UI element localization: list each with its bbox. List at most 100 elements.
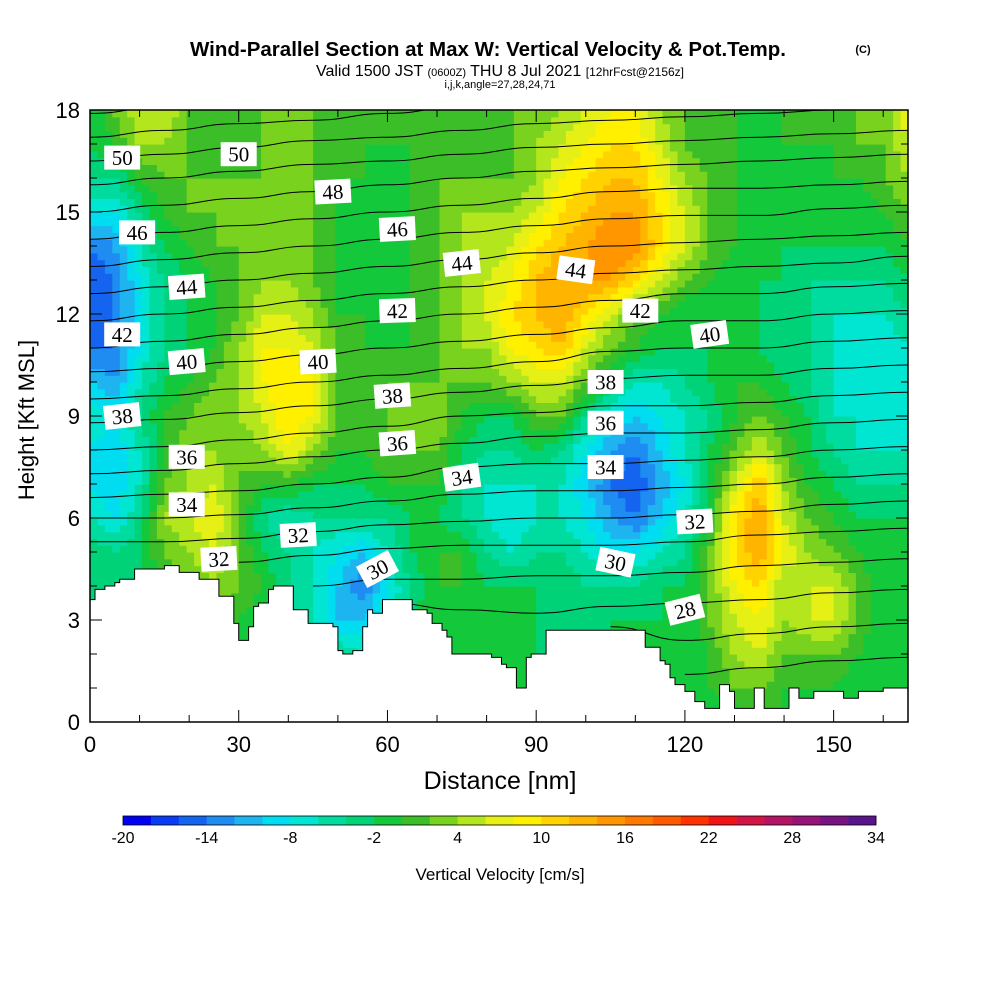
velocity-cell xyxy=(208,538,218,546)
velocity-cell xyxy=(97,552,106,560)
velocity-cell xyxy=(565,620,574,628)
velocity-cell xyxy=(781,558,790,567)
velocity-cell xyxy=(766,463,775,471)
velocity-cell xyxy=(565,504,574,512)
velocity-cell xyxy=(744,443,753,451)
velocity-cell xyxy=(625,443,634,451)
velocity-cell xyxy=(736,477,745,485)
velocity-cell xyxy=(640,450,649,458)
velocity-cell xyxy=(878,470,887,478)
velocity-cell xyxy=(647,450,656,458)
velocity-cell xyxy=(97,524,106,533)
velocity-cell xyxy=(803,470,812,478)
velocity-cell xyxy=(372,484,381,492)
velocity-cell xyxy=(350,456,359,465)
velocity-cell xyxy=(283,490,292,499)
velocity-cell xyxy=(573,599,582,607)
velocity-cell xyxy=(454,545,463,553)
velocity-cell xyxy=(729,450,738,458)
velocity-cell xyxy=(729,647,738,655)
velocity-cell xyxy=(513,647,522,655)
velocity-cell xyxy=(342,531,351,539)
velocity-cell xyxy=(848,490,857,499)
velocity-cell xyxy=(513,633,522,641)
velocity-cell xyxy=(186,436,195,444)
velocity-cell xyxy=(469,558,478,567)
velocity-cell xyxy=(900,633,908,641)
velocity-cell xyxy=(149,545,158,553)
velocity-cell xyxy=(320,456,329,465)
velocity-cell xyxy=(736,463,745,471)
velocity-cell xyxy=(216,463,225,471)
velocity-cell xyxy=(461,572,470,580)
velocity-cell xyxy=(543,422,552,431)
velocity-cell xyxy=(208,470,218,478)
velocity-cell xyxy=(774,490,783,499)
velocity-cell xyxy=(781,694,790,703)
velocity-cell xyxy=(684,565,693,573)
velocity-cell xyxy=(722,552,731,560)
velocity-cell xyxy=(469,552,478,560)
velocity-cell xyxy=(841,497,850,505)
velocity-cell xyxy=(536,545,545,553)
velocity-cell xyxy=(275,497,284,505)
velocity-cell xyxy=(818,484,827,492)
velocity-cell xyxy=(736,647,745,655)
velocity-cell xyxy=(818,620,827,628)
velocity-cell xyxy=(565,456,574,465)
velocity-cell xyxy=(900,436,908,444)
velocity-cell xyxy=(833,463,842,471)
velocity-cell xyxy=(751,640,760,648)
velocity-cell xyxy=(863,565,872,573)
velocity-cell xyxy=(833,545,842,553)
velocity-cell xyxy=(238,538,247,546)
velocity-cell xyxy=(729,416,738,424)
velocity-cell xyxy=(588,599,597,607)
velocity-cell xyxy=(283,579,292,587)
velocity-cell xyxy=(878,640,887,648)
velocity-cell xyxy=(692,674,701,682)
velocity-cell xyxy=(744,620,753,628)
velocity-cell xyxy=(841,470,850,478)
velocity-cell xyxy=(231,518,240,526)
velocity-cell xyxy=(632,572,641,580)
velocity-cell xyxy=(194,531,203,539)
velocity-cell xyxy=(870,518,879,526)
velocity-cell xyxy=(357,497,366,505)
velocity-cell xyxy=(662,450,671,458)
velocity-cell xyxy=(744,463,753,471)
velocity-cell xyxy=(335,613,344,621)
velocity-cell xyxy=(722,558,731,567)
velocity-cell xyxy=(320,463,329,471)
velocity-cell xyxy=(610,538,619,546)
velocity-cell xyxy=(699,620,708,628)
velocity-cell xyxy=(789,599,798,607)
velocity-cell xyxy=(863,606,872,614)
velocity-cell xyxy=(699,456,708,465)
velocity-cell xyxy=(127,524,136,533)
velocity-cell xyxy=(714,681,723,689)
velocity-cell xyxy=(513,613,522,621)
velocity-cell xyxy=(588,484,597,492)
velocity-cell xyxy=(573,586,582,594)
velocity-cell xyxy=(848,436,857,444)
velocity-cell xyxy=(699,484,708,492)
velocity-cell xyxy=(350,490,359,499)
velocity-cell xyxy=(112,456,121,465)
velocity-cell xyxy=(543,552,552,560)
velocity-cell xyxy=(320,531,329,539)
velocity-cell xyxy=(380,504,389,512)
velocity-cell xyxy=(893,463,902,471)
velocity-cell xyxy=(313,606,322,614)
velocity-cell xyxy=(684,545,693,553)
velocity-cell xyxy=(320,572,329,580)
velocity-cell xyxy=(677,565,686,573)
velocity-cell xyxy=(826,463,835,471)
velocity-cell xyxy=(670,531,679,539)
velocity-cell xyxy=(736,613,745,621)
velocity-cell xyxy=(305,586,314,594)
velocity-cell xyxy=(558,429,567,437)
velocity-cell xyxy=(759,511,768,519)
velocity-cell xyxy=(610,436,619,444)
velocity-cell xyxy=(707,688,716,696)
